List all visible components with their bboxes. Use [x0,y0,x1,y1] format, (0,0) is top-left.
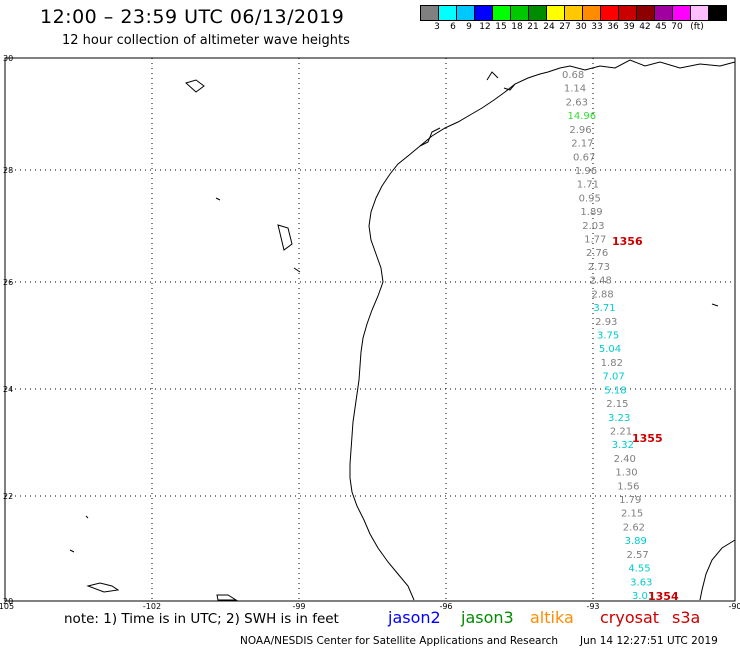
yucatan-coast [699,539,736,601]
map-frame [4,57,736,602]
color-scale-tick: 21 [527,22,539,32]
lon-label: -96 [439,602,452,611]
wave-height-value: 2.40 [614,454,636,465]
color-scale-tick: 24 [543,22,555,32]
lon-label: -90 [728,602,740,611]
coastline-inlet [419,71,516,147]
wave-height-value: 2.17 [571,139,593,150]
island [277,224,293,251]
color-swatch [708,5,727,21]
wave-height-value: 3.03 [632,591,654,602]
pass-time-label: 1356 [612,235,643,248]
legend-cryosat: cryosat [600,608,660,627]
wave-height-value: 1.30 [615,468,637,479]
wave-height-value: 1.96 [575,166,597,177]
wave-height-value: 2.93 [595,317,617,328]
color-scale-tick: 3 [434,22,440,32]
color-scale-tick: 9 [466,22,472,32]
lat-label: 24 [3,385,13,394]
wave-height-value: 2.62 [623,522,645,533]
wave-height-value: 2.15 [606,399,628,410]
color-scale-tick: 6 [450,22,456,32]
wave-height-value: 2.15 [621,509,643,520]
map-title: 12:00 – 23:59 UTC 06/13/2019 [40,6,345,28]
credit: NOAA/NESDIS Center for Satellite Applica… [240,635,558,647]
map-subtitle: 12 hour collection of altimeter wave hei… [62,33,350,48]
wave-height-value: 2.21 [610,426,632,437]
legend-jason3: jason3 [461,608,514,627]
island [185,79,205,93]
color-scale-tick: 39 [623,22,635,32]
wave-height-value: 14.96 [568,111,597,122]
legend-s3a: s3a [672,608,701,627]
wave-height-value: 2.88 [591,289,613,300]
wave-height-value: 2.03 [582,221,604,232]
footer-note: note: 1) Time is in UTC; 2) SWH is in fe… [64,611,339,627]
wave-height-value: 3.32 [612,440,634,451]
color-scale-tick: 12 [479,22,491,32]
color-scale-tick: 30 [575,22,587,32]
lon-label: -99 [292,602,305,611]
color-scale-tick: 27 [559,22,571,32]
wave-height-value: 5.04 [599,344,621,355]
island [711,303,719,307]
wave-height-value: 2.76 [586,248,608,259]
pass-time-label: 1355 [632,432,663,445]
color-scale-tick: 33 [591,22,603,32]
coastline [349,67,561,601]
wave-height-value: 2.96 [569,125,591,136]
wave-height-value: 4.55 [628,564,650,575]
wave-height-value: 1.79 [619,495,641,506]
lat-label: 20 [3,597,13,606]
legend-jason2: jason2 [388,608,441,627]
wave-height-value: 1.71 [577,180,599,191]
color-scale-labels: 3 6 9 12 15 18 21 24 27 30 33 36 39 42 45 70 (ft) [421,22,740,36]
color-scale [420,5,727,21]
wave-height-value: 1.14 [564,84,586,95]
color-scale-tick: 45 [655,22,667,32]
wave-height-value: 2.48 [590,276,612,287]
lon-label: -93 [586,602,599,611]
wave-height-value: 3.71 [593,303,615,314]
lat-label: 28 [3,166,13,175]
wave-height-value: 3.89 [625,536,647,547]
wave-height-value: 1.82 [601,358,623,369]
wave-height-value: 0.95 [579,193,601,204]
color-scale-tick: 70 [671,22,683,32]
wave-height-value: 0.67 [573,152,595,163]
wave-height-value: 7.07 [603,372,625,383]
wave-height-value: 2.63 [566,97,588,108]
lon-label: -102 [143,602,161,611]
wave-height-value: 2.57 [626,550,648,561]
wave-height-value: 0.68 [562,70,584,81]
color-scale-tick: 42 [639,22,651,32]
island [69,197,301,553]
wave-height-value: 3.23 [608,413,630,424]
lat-label: 26 [3,278,13,287]
wave-height-value: 1.56 [617,481,639,492]
island [216,594,238,601]
generated-timestamp: Jun 14 12:27:51 UTC 2019 [580,635,718,647]
color-scale-tick: 36 [607,22,619,32]
altimeter-track: 0.68 1.14 2.63 14.96 2.96 2.17 0.67 1.96 1.71 0.9… [562,70,679,603]
wave-height-value: 5.18 [604,385,626,396]
legend-altika: altika [530,608,574,627]
lat-label: 22 [3,492,13,501]
lat-label: 30 [3,54,13,63]
lat-lon-grid [5,58,735,601]
wave-height-value: 3.75 [597,331,619,342]
color-scale-tick: (ft) [690,22,704,32]
color-scale-tick: 15 [495,22,507,32]
color-scale-tick: 18 [511,22,523,32]
wave-height-value: 1.77 [584,235,606,246]
wave-height-value: 1.89 [580,207,602,218]
island [86,582,120,593]
wave-height-value: 3.63 [630,577,652,588]
pass-time-label: 1354 [648,590,679,603]
coastline-east [559,59,736,71]
wave-height-value: 2.73 [588,262,610,273]
lon-label: -105 [0,602,14,611]
axis-labels: 30 28 26 24 22 20-105 -102 -99 -96 -93 -90 [0,54,740,611]
